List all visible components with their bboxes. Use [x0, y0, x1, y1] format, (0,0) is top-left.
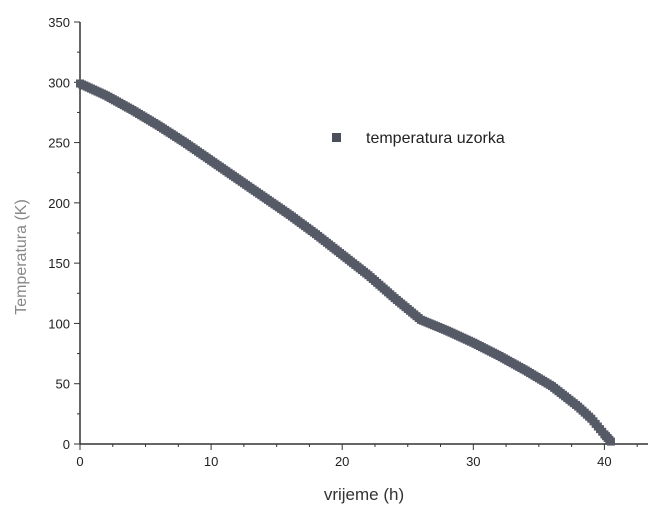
- legend: temperatura uzorka: [332, 130, 505, 147]
- series-marks: [76, 79, 615, 446]
- y-tick-label: 200: [48, 196, 70, 211]
- y-ticks: 0 50 100 150 200 250 300 350: [48, 15, 80, 452]
- x-tick-label: 0: [76, 454, 83, 469]
- y-tick-label: 100: [48, 316, 70, 331]
- y-tick-label: 50: [56, 377, 70, 392]
- legend-marker: [332, 133, 341, 142]
- x-axis-title: vrijeme (h): [324, 485, 404, 504]
- data-point: [606, 437, 615, 446]
- y-axis-title: Temperatura (K): [13, 199, 30, 315]
- x-tick-label: 10: [204, 454, 218, 469]
- x-tick-label: 30: [466, 454, 480, 469]
- y-tick-label: 250: [48, 136, 70, 151]
- plot-area: 0 10 20 30 40 0 50 100 150 200 250 300 350: [48, 15, 648, 469]
- y-tick-label: 0: [63, 437, 70, 452]
- x-ticks: 0 10 20 30 40: [76, 444, 638, 469]
- legend-label: temperatura uzorka: [366, 130, 505, 147]
- x-tick-label: 20: [335, 454, 349, 469]
- y-tick-label: 150: [48, 256, 70, 271]
- y-tick-label: 350: [48, 15, 70, 30]
- x-tick-label: 40: [597, 454, 611, 469]
- y-tick-label: 300: [48, 75, 70, 90]
